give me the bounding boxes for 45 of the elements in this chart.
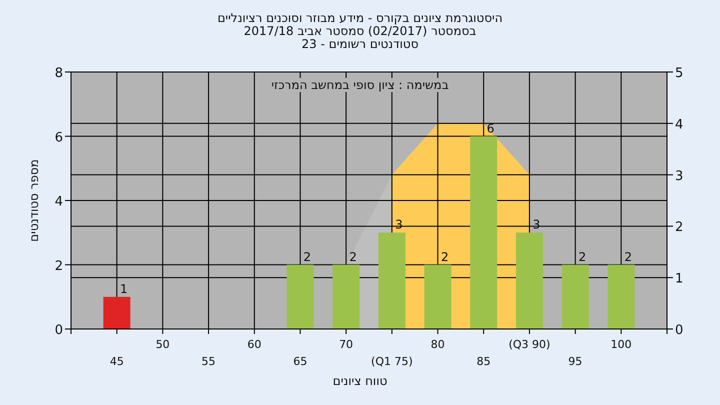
x-tick-label: (Q3 90)	[508, 338, 550, 351]
y-tick-label: 2	[54, 258, 63, 274]
y2-tick-label: 2	[675, 220, 684, 236]
y-tick-label: 8	[54, 66, 63, 81]
bar	[332, 264, 360, 329]
text: סטודנטים רשומים - 23	[301, 37, 419, 51]
y2-tick-label: 3	[675, 168, 684, 184]
data-label: 1	[120, 282, 128, 296]
y-axis-title: מספר סטודנטים	[27, 159, 41, 242]
x-tick-label: 95	[568, 355, 582, 368]
y-tick-label: 6	[54, 130, 63, 146]
bar	[470, 136, 498, 329]
x-tick-label: 60	[247, 338, 262, 351]
x-tick-label: 85	[476, 355, 491, 368]
y2-tick-label: 0	[675, 323, 684, 338]
data-label: 2	[303, 250, 312, 264]
data-label: 2	[624, 250, 632, 264]
y2-tick-label: 1	[675, 272, 684, 287]
bar	[424, 264, 452, 329]
data-label: 6	[486, 121, 494, 136]
x-tick-label: 50	[156, 338, 170, 351]
x-tick-label: 80	[430, 338, 445, 351]
bar	[103, 296, 130, 329]
annotation: במשימה : ציון סופי במחשב המרכזי	[271, 78, 449, 92]
x-tick-label: 100	[610, 338, 632, 351]
y-tick-label: 4	[54, 194, 63, 210]
data-label: 2	[349, 250, 357, 264]
x-tick-label: 55	[202, 355, 216, 368]
bar	[516, 232, 543, 329]
chart-title: היסטוגרמת ציונים בקורס - מידע מבוזר וסוכנים רציונליים	[217, 11, 503, 25]
x-tick-label: 70	[339, 338, 354, 351]
y2-tick-label: 5	[675, 66, 684, 81]
x-tick-label: 65	[293, 355, 308, 368]
x-tick-label: (Q1 75)	[371, 355, 413, 368]
y2-tick-label: 4	[675, 117, 684, 132]
bar	[286, 264, 314, 329]
chart-subtitle: בסמסטר (02/2017) סמסטר אביב 2017/18	[244, 24, 476, 38]
x-tick-label: 45	[110, 355, 124, 368]
x-axis-title: טווח ציונים	[332, 374, 388, 388]
bar	[378, 232, 406, 329]
bar	[562, 264, 589, 329]
data-label: 2	[440, 250, 449, 264]
data-label: 2	[578, 250, 586, 264]
y-tick-label: 0	[54, 323, 63, 338]
bar	[608, 264, 635, 329]
